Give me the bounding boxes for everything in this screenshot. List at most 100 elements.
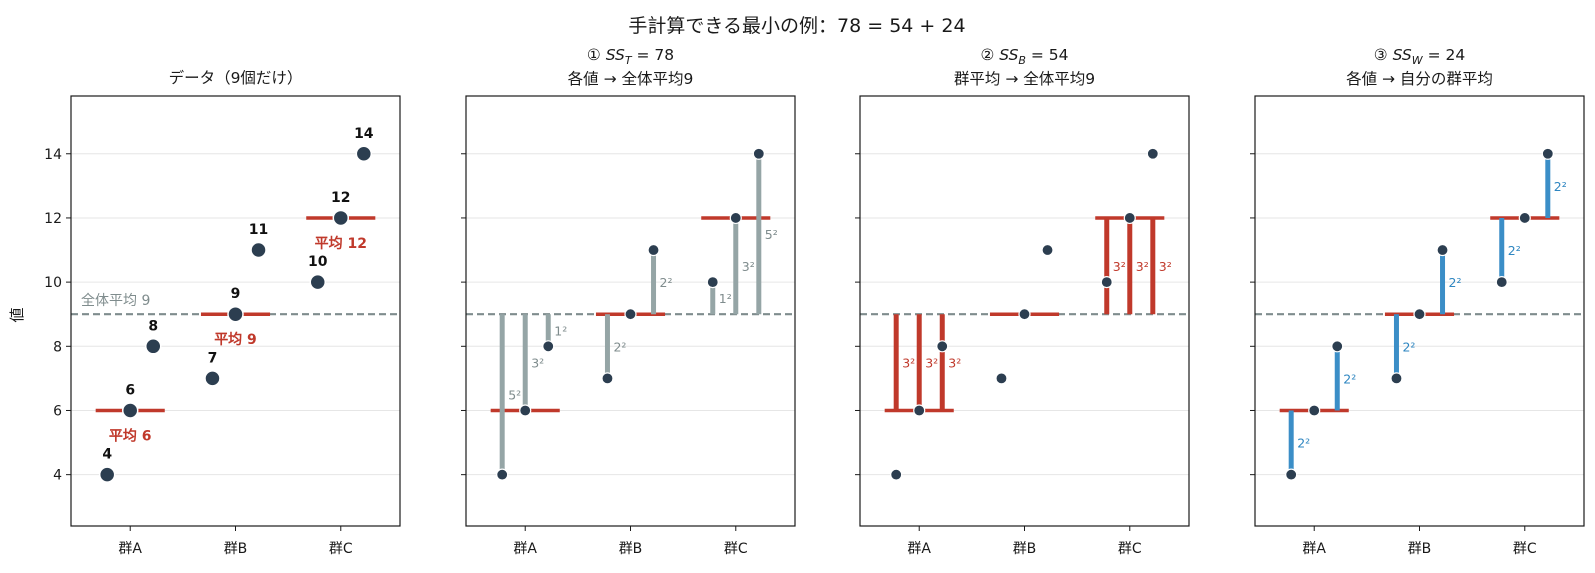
panel-title-line1: ③ SSW = 24 (1374, 46, 1465, 67)
data-point (995, 372, 1008, 385)
data-point (601, 372, 614, 385)
squared-deviation-label: 2² (1508, 243, 1521, 258)
data-point (729, 211, 742, 225)
squared-deviation-label: 2² (1554, 179, 1567, 194)
data-point (1041, 243, 1054, 257)
x-tick-label: 群C (1513, 541, 1537, 557)
data-point (309, 273, 326, 291)
data-point (1123, 211, 1136, 225)
squared-deviation-label: 3² (1159, 259, 1172, 274)
panel-title: データ（9個だけ） (169, 68, 303, 87)
x-tick-label: 群C (329, 541, 353, 557)
data-point (890, 468, 903, 481)
squared-deviation-label: 1² (719, 291, 732, 306)
group-mean-label: 平均 9 (214, 331, 257, 348)
y-axis-label: 値 (8, 307, 26, 322)
y-tick-label: 6 (53, 403, 62, 419)
data-point (496, 468, 509, 481)
point-value-label: 14 (354, 126, 374, 142)
squared-deviation-label: 2² (613, 339, 626, 354)
panel-within: ③ SSW = 24 各値 → 自分の群平均 2² 2² 2² 2² 2² 2² 群A 群B 群C (1250, 46, 1585, 557)
y-tick-label: 4 (53, 468, 62, 484)
data-point (1518, 211, 1531, 225)
x-tick-label: 群C (1118, 541, 1142, 557)
data-point (913, 404, 926, 417)
x-tick-label: 群A (907, 541, 931, 557)
squared-deviation-label: 2² (1343, 371, 1356, 386)
point-value-label: 12 (331, 190, 350, 206)
data-point (1018, 308, 1031, 321)
data-point (1436, 243, 1449, 257)
point-value-label: 4 (102, 447, 112, 463)
data-point (204, 370, 221, 387)
data-point (1331, 340, 1344, 353)
data-point (624, 308, 637, 321)
x-tick-label: 群C (724, 541, 748, 557)
data-point (145, 338, 162, 355)
data-point (227, 305, 244, 323)
squared-deviation-label: 3² (1113, 259, 1126, 274)
data-point (1285, 468, 1298, 481)
y-tick-label: 8 (53, 339, 62, 355)
y-tick-label: 12 (44, 211, 62, 227)
x-tick-label: 群A (118, 541, 142, 557)
squared-deviation-label: 3² (948, 355, 961, 370)
data-point (519, 404, 532, 417)
data-point (1413, 308, 1426, 321)
point-value-label: 8 (148, 318, 158, 334)
x-tick-label: 群B (1013, 541, 1037, 557)
data-point (1541, 147, 1554, 160)
squared-deviation-label: 5² (508, 387, 521, 402)
data-point (1146, 147, 1159, 160)
panel-title-line2: 群平均 → 全体平均9 (954, 70, 1095, 88)
data-point (1390, 372, 1403, 385)
squared-deviation-label: 5² (765, 227, 778, 242)
squared-deviation-label: 3² (742, 259, 755, 274)
group-mean-label: 平均 12 (315, 235, 367, 252)
grand-mean-label: 全体平均 9 (81, 292, 150, 309)
group-mean-label: 平均 6 (109, 427, 152, 444)
squared-deviation-label: 2² (660, 275, 673, 290)
squared-deviation-label: 3² (531, 355, 544, 370)
x-tick-label: 群A (1302, 541, 1326, 557)
squared-deviation-label: 2² (1297, 436, 1310, 451)
data-point (121, 402, 139, 419)
squared-deviation-label: 3² (902, 355, 915, 370)
data-point (936, 340, 949, 353)
figure-title: 手計算できる最小の例：78 = 54 + 24 (628, 15, 965, 37)
point-value-label: 9 (231, 286, 241, 302)
point-value-label: 6 (125, 382, 135, 398)
squared-deviation-label: 3² (1136, 259, 1149, 274)
panel-title-line1: ② SSB = 54 (980, 46, 1068, 67)
data-point (542, 340, 555, 353)
panel-data: データ（9個だけ） 4 6 8 7 9 11 10 12 14 平均 6 平均 9 平均 12 全体平均 … (44, 68, 401, 557)
data-point (1495, 276, 1508, 289)
panel-title-line1: ① SST = 78 (587, 46, 674, 67)
panel-between: ② SSB = 54 群平均 → 全体平均9 3² 3² 3² 3² 3² 3² 群A 群B 群C (855, 46, 1190, 557)
y-tick-label: 14 (44, 147, 62, 163)
data-point (647, 243, 660, 257)
data-point (250, 241, 267, 259)
panel-title-line2: 各値 → 全体平均9 (568, 70, 694, 88)
point-value-label: 7 (208, 350, 218, 366)
squared-deviation-label: 2² (1449, 275, 1462, 290)
squared-deviation-label: 3² (925, 355, 938, 370)
data-point (98, 466, 116, 483)
point-value-label: 11 (249, 222, 268, 238)
data-point (332, 209, 350, 227)
data-point (1100, 276, 1113, 289)
data-point (355, 145, 373, 163)
x-tick-label: 群B (1408, 541, 1432, 557)
squared-deviation-label: 2² (1402, 339, 1415, 354)
x-tick-label: 群A (513, 541, 537, 557)
y-tick-label: 10 (44, 275, 62, 291)
point-value-label: 10 (308, 254, 328, 270)
x-tick-label: 群B (224, 541, 248, 557)
panel-total: ① SST = 78 各値 → 全体平均9 5² 3² 1² 2² 2² 1² 3² 5² 群A 群B… (461, 46, 796, 557)
data-point (1308, 404, 1321, 417)
panel-title-line2: 各値 → 自分の群平均 (1346, 70, 1493, 88)
squared-deviation-label: 1² (554, 323, 567, 338)
data-point (706, 276, 719, 289)
x-tick-label: 群B (619, 541, 643, 557)
